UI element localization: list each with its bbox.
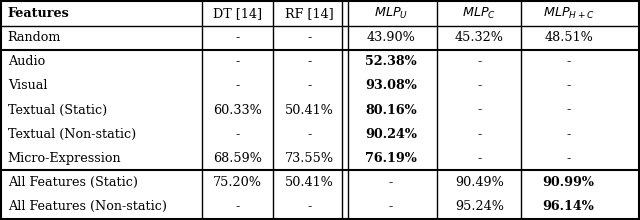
Text: -: - xyxy=(236,31,240,44)
Text: Audio: Audio xyxy=(8,55,45,68)
Text: 96.14%: 96.14% xyxy=(543,200,595,213)
Text: $MLP_{H+C}$: $MLP_{H+C}$ xyxy=(543,6,595,21)
Text: 52.38%: 52.38% xyxy=(365,55,417,68)
Text: -: - xyxy=(566,55,571,68)
Text: 76.19%: 76.19% xyxy=(365,152,417,165)
Text: 95.24%: 95.24% xyxy=(455,200,504,213)
Text: -: - xyxy=(477,103,481,117)
Text: 60.33%: 60.33% xyxy=(213,103,262,117)
Text: Features: Features xyxy=(8,7,70,20)
Text: All Features (Non-static): All Features (Non-static) xyxy=(8,200,167,213)
Text: -: - xyxy=(477,128,481,141)
Text: -: - xyxy=(477,55,481,68)
Text: -: - xyxy=(566,152,571,165)
Text: 90.99%: 90.99% xyxy=(543,176,595,189)
Text: 90.49%: 90.49% xyxy=(455,176,504,189)
Text: 75.20%: 75.20% xyxy=(213,176,262,189)
Text: -: - xyxy=(477,79,481,92)
Text: -: - xyxy=(477,152,481,165)
Text: -: - xyxy=(307,79,311,92)
Text: Micro-Expression: Micro-Expression xyxy=(8,152,122,165)
Text: -: - xyxy=(566,79,571,92)
Text: -: - xyxy=(236,128,240,141)
Text: 48.51%: 48.51% xyxy=(544,31,593,44)
Text: -: - xyxy=(236,200,240,213)
Text: -: - xyxy=(307,31,311,44)
Text: -: - xyxy=(566,103,571,117)
Text: $MLP_U$: $MLP_U$ xyxy=(374,6,408,21)
Text: Visual: Visual xyxy=(8,79,47,92)
Text: 43.90%: 43.90% xyxy=(367,31,415,44)
Text: DT [14]: DT [14] xyxy=(213,7,262,20)
Text: 45.32%: 45.32% xyxy=(455,31,504,44)
Text: Random: Random xyxy=(8,31,61,44)
Text: 68.59%: 68.59% xyxy=(213,152,262,165)
Text: 80.16%: 80.16% xyxy=(365,103,417,117)
Text: 73.55%: 73.55% xyxy=(285,152,333,165)
Text: -: - xyxy=(236,79,240,92)
Text: 90.24%: 90.24% xyxy=(365,128,417,141)
Text: -: - xyxy=(389,176,393,189)
Text: RF [14]: RF [14] xyxy=(285,7,333,20)
Text: -: - xyxy=(307,55,311,68)
Text: Textual (Non-static): Textual (Non-static) xyxy=(8,128,136,141)
Text: 50.41%: 50.41% xyxy=(285,176,333,189)
Text: -: - xyxy=(236,55,240,68)
Text: 93.08%: 93.08% xyxy=(365,79,417,92)
Text: -: - xyxy=(566,128,571,141)
Text: 50.41%: 50.41% xyxy=(285,103,333,117)
Text: -: - xyxy=(389,200,393,213)
Text: $MLP_C$: $MLP_C$ xyxy=(462,6,497,21)
Text: -: - xyxy=(307,128,311,141)
Text: -: - xyxy=(307,200,311,213)
Text: All Features (Static): All Features (Static) xyxy=(8,176,138,189)
Text: Textual (Static): Textual (Static) xyxy=(8,103,107,117)
